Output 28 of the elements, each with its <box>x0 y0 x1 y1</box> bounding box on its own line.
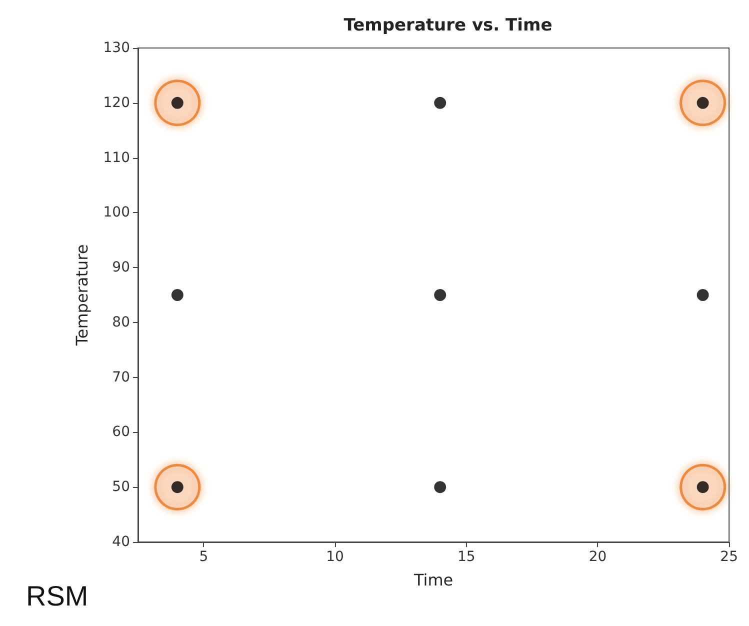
chart-title: Temperature vs. Time <box>344 16 552 36</box>
y-tick-label: 110 <box>103 150 130 166</box>
y-tick-label: 70 <box>112 369 130 386</box>
y-tick-label: 130 <box>103 40 130 56</box>
y-tick-label: 60 <box>112 424 130 440</box>
x-tick-label: 5 <box>199 549 208 565</box>
y-tick-label: 80 <box>112 314 130 330</box>
point <box>154 464 201 510</box>
y-tick-label: 120 <box>103 94 130 111</box>
point <box>434 481 446 494</box>
y-tick-label: 90 <box>112 260 130 276</box>
x-tick-label: 10 <box>326 549 344 565</box>
point <box>434 289 446 301</box>
x-axis-title: Time <box>412 570 454 590</box>
point <box>171 289 184 301</box>
point <box>680 464 726 510</box>
x-tick-label: 25 <box>720 549 738 565</box>
point <box>680 80 726 126</box>
y-tick-label: 40 <box>112 534 130 550</box>
x-tick-label: 20 <box>588 549 607 565</box>
x-tick-label: 15 <box>457 549 476 565</box>
point <box>154 80 201 126</box>
y-axis-title: Temperature <box>72 244 92 347</box>
point <box>696 289 709 301</box>
y-tick-label: 50 <box>112 479 130 496</box>
text: RSM <box>26 580 88 612</box>
y-tick-label: 100 <box>103 204 130 221</box>
point <box>434 96 446 109</box>
